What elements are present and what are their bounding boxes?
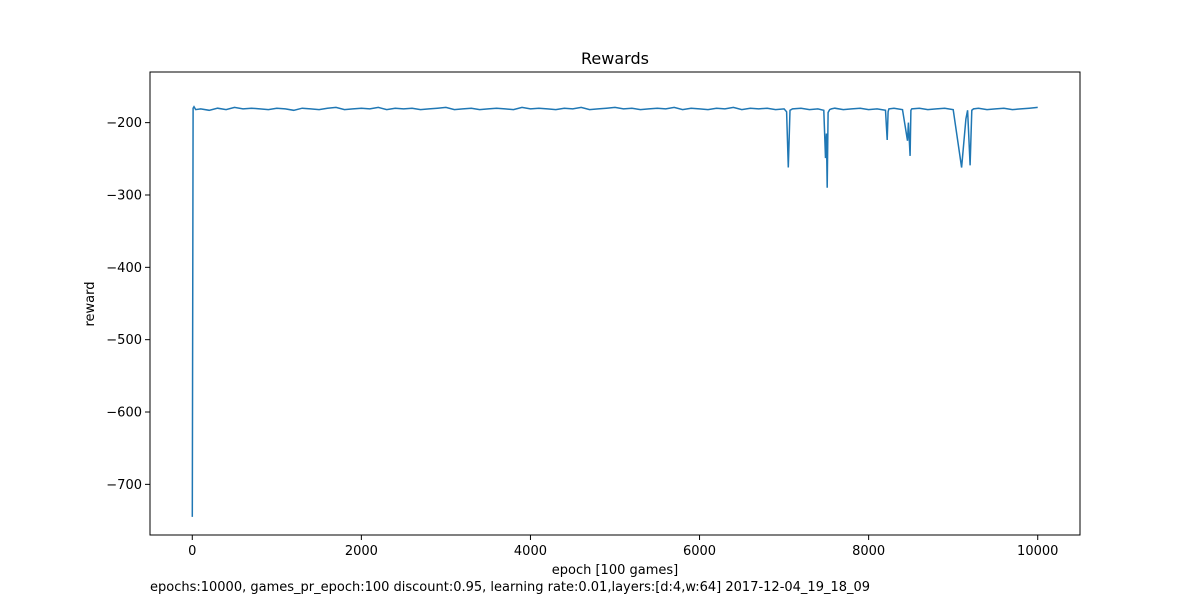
chart-title: Rewards [581, 49, 649, 68]
x-axis: 0 2000 4000 6000 8000 10000 [188, 535, 1058, 559]
y-tick-label: −700 [106, 478, 142, 493]
figure-caption: epochs:10000, games_pr_epoch:100 discoun… [150, 580, 871, 595]
x-tick-label: 10000 [1017, 544, 1058, 559]
x-tick-label: 8000 [852, 544, 885, 559]
y-tick-label: −300 [106, 188, 142, 203]
series-line-0 [191, 105, 1038, 517]
y-tick-label: −600 [106, 406, 142, 421]
x-axis-label: epoch [100 games] [552, 563, 678, 578]
x-tick-label: 6000 [683, 544, 716, 559]
y-tick-label: −500 [106, 333, 142, 348]
y-tick-label: −200 [106, 116, 142, 131]
plot-area [149, 71, 1081, 536]
x-tick-label: 4000 [514, 544, 547, 559]
y-axis-label: reward [83, 281, 98, 326]
series-group [191, 105, 1038, 517]
x-tick-label: 0 [188, 544, 196, 559]
y-tick-label: −400 [106, 261, 142, 276]
x-tick-label: 2000 [345, 544, 378, 559]
y-axis: −200 −300 −400 −500 −600 −700 [106, 116, 150, 493]
